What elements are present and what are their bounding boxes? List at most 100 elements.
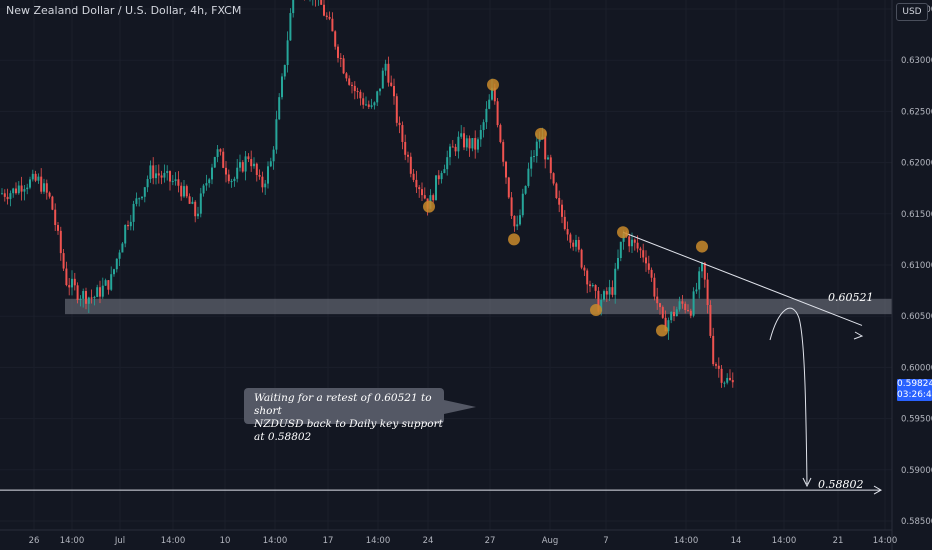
candle-body — [376, 91, 379, 103]
candle-body — [205, 183, 208, 186]
candle-body — [667, 320, 670, 332]
candle-body — [230, 181, 233, 183]
candle-body — [647, 263, 650, 270]
currency-button[interactable]: USD — [896, 3, 928, 21]
candle-body — [373, 102, 376, 106]
candle-body — [407, 154, 409, 157]
callout-line-1: Waiting for a retest of 0.60521 to short — [254, 392, 432, 417]
candle-body — [37, 176, 40, 181]
trade-idea-callout[interactable]: Waiting for a retest of 0.60521 to short… — [244, 388, 444, 443]
candle-body — [183, 186, 185, 197]
candle-body — [381, 70, 384, 89]
candle-body — [129, 221, 132, 227]
swing-marker — [590, 304, 602, 317]
candle-body — [387, 63, 390, 83]
candle-body — [275, 119, 278, 150]
candle-body — [393, 85, 395, 97]
x-tick-label: 21 — [833, 536, 844, 546]
candle-body — [339, 57, 342, 59]
candle-body — [199, 193, 202, 214]
candle-body — [59, 230, 62, 254]
candle-body — [342, 58, 345, 74]
candle-body — [639, 248, 642, 251]
candle-body — [236, 167, 239, 179]
x-tick-label: 14:00 — [674, 536, 699, 546]
candle-body — [202, 185, 205, 194]
candle-body — [264, 183, 267, 188]
price-axis[interactable]: 0.635000.630000.625000.620000.615000.610… — [901, 5, 932, 527]
candle-body — [334, 31, 337, 47]
candle-body — [208, 179, 211, 184]
support-line-arrowhead — [873, 485, 883, 495]
candle-body — [370, 105, 373, 107]
callout-pointer — [444, 400, 476, 414]
x-tick-label: 14:00 — [772, 536, 797, 546]
candle-body — [437, 175, 440, 180]
candle-body — [177, 179, 180, 186]
candle-body — [603, 291, 605, 300]
candle-body — [418, 187, 421, 190]
x-tick-label: 7 — [603, 536, 608, 546]
x-tick-label: 14:00 — [263, 536, 288, 546]
candle-body — [706, 279, 709, 306]
time-axis[interactable]: 26 14:00 Jul 14:00 10 14:00 17 14:00 24 27 Aug 7 14:… — [0, 0, 897, 550]
candle-body — [507, 177, 510, 198]
candle-body — [502, 142, 505, 162]
x-tick-label: 10 — [220, 536, 231, 546]
candle-body — [152, 165, 155, 179]
candle-body — [524, 185, 527, 194]
candle-body — [225, 167, 227, 175]
candle-body — [82, 291, 85, 299]
candle-body — [362, 98, 365, 105]
candle-body — [491, 87, 493, 100]
candle-body — [440, 173, 443, 180]
candle-body — [250, 159, 253, 167]
candle-body — [163, 172, 166, 178]
candle-body — [96, 287, 99, 297]
candle-body — [379, 88, 381, 92]
candle-body — [149, 165, 152, 180]
candle-body — [457, 136, 460, 152]
candle-body — [614, 268, 617, 295]
candle-body — [107, 280, 110, 290]
candle-body — [233, 178, 236, 182]
candle-body — [692, 291, 695, 316]
candle-body — [138, 198, 141, 200]
candle-body — [474, 138, 477, 150]
candle-body — [723, 382, 726, 384]
candle-body — [642, 250, 645, 258]
candle-body — [695, 289, 698, 292]
candle-body — [79, 298, 82, 301]
callout-line-2: NZDUSD back to Daily key support at 0.58… — [254, 418, 443, 443]
candle-body — [605, 291, 608, 295]
candle-body — [608, 287, 611, 295]
candle-body — [328, 17, 331, 19]
candle-body — [289, 13, 292, 41]
y-tick-label: 0.58500 — [901, 517, 932, 527]
candle-body — [320, 0, 323, 5]
candle-body — [267, 166, 269, 184]
candle-body — [404, 141, 407, 155]
candle-body — [600, 299, 603, 312]
trendline-arrowhead — [853, 331, 864, 340]
candle-body — [488, 99, 491, 109]
candle-body — [20, 185, 23, 192]
candle-body — [247, 156, 250, 160]
candle-body — [216, 149, 219, 158]
candle-body — [558, 198, 561, 205]
candle-body — [241, 162, 244, 172]
candle-body — [468, 138, 471, 149]
candle-body — [185, 186, 188, 197]
candle-body — [390, 82, 393, 86]
x-tick-label: 14:00 — [873, 536, 898, 546]
candle-body — [227, 174, 230, 182]
candle-body — [499, 125, 502, 143]
candle-body — [575, 239, 577, 247]
trend-annotations — [0, 231, 883, 495]
x-tick-label: 17 — [323, 536, 334, 546]
candle-body — [197, 213, 199, 217]
candle-body — [17, 185, 20, 194]
candle-body — [398, 122, 401, 126]
